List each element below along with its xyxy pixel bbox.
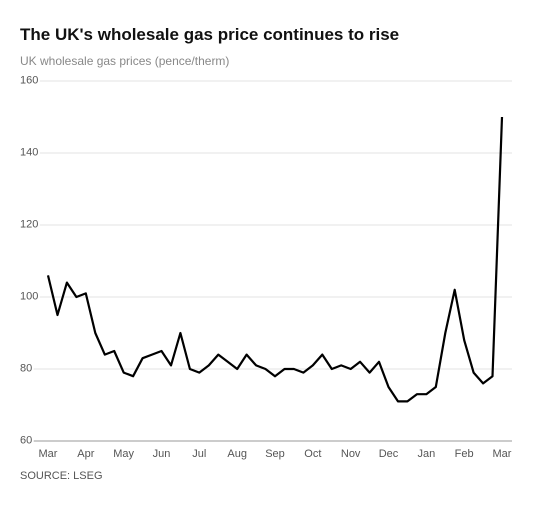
x-tick-label: Sep: [265, 448, 285, 460]
y-tick-label: 60: [20, 434, 32, 446]
x-tick-label: Nov: [341, 448, 361, 460]
chart-title: The UK's wholesale gas price continues t…: [20, 25, 399, 44]
x-tick-label: Mar: [493, 448, 512, 460]
x-tick-label: Feb: [455, 448, 474, 460]
chart-subtitle: UK wholesale gas prices (pence/therm): [20, 54, 229, 68]
line: [46, 116, 504, 403]
x-tick-label: Apr: [77, 448, 94, 460]
x-tick-label: Jan: [417, 448, 435, 460]
x-tick-label: May: [113, 448, 134, 460]
x-tick-label: Oct: [304, 448, 321, 460]
x-tick-label: Dec: [379, 448, 399, 460]
x-tick-label: Jun: [153, 448, 171, 460]
x-tick-label: Aug: [227, 448, 247, 460]
y-tick-label: 100: [20, 290, 38, 302]
y-tick-label: 80: [20, 362, 32, 374]
x-tick-label: Jul: [192, 448, 206, 460]
x-tick-label: Mar: [39, 448, 58, 460]
y-tick-label: 140: [20, 146, 38, 158]
source: SOURCE: LSEG: [20, 470, 103, 482]
y-tick-label: 120: [20, 218, 38, 230]
y-tick-label: 160: [20, 74, 38, 86]
